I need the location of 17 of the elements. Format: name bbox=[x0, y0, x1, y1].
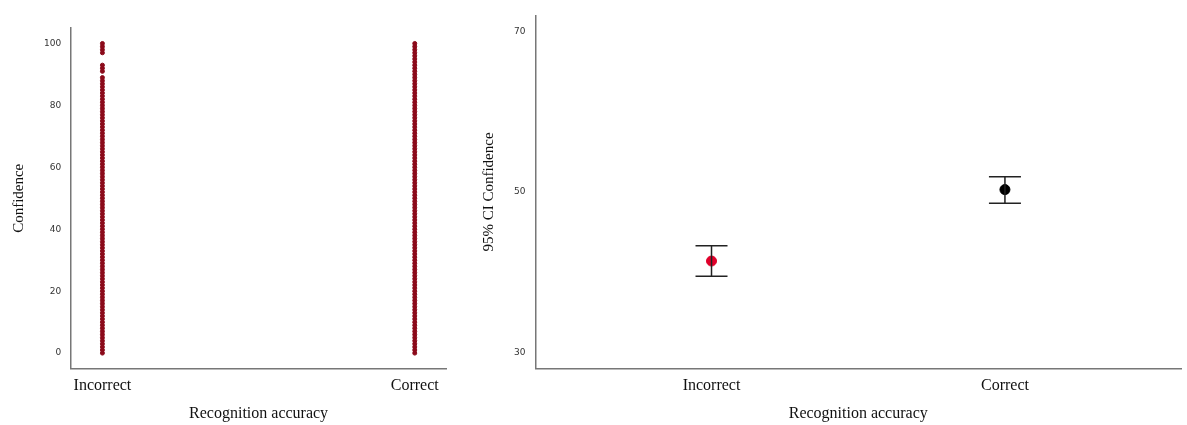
x-axis-title: Recognition accuracy bbox=[189, 403, 329, 422]
y-tick-label: 30 bbox=[514, 346, 526, 357]
x-tick-label: Correct bbox=[390, 376, 440, 394]
y-tick-label: 70 bbox=[514, 25, 526, 36]
y-tick-label: 50 bbox=[514, 186, 526, 197]
y-tick-label: 0 bbox=[55, 347, 62, 358]
x-tick-label: Incorrect bbox=[682, 376, 741, 394]
x-axis-title: Recognition accuracy bbox=[788, 403, 928, 422]
y-tick-label: 20 bbox=[49, 285, 62, 296]
y-axis-title: 95% CI Confidence bbox=[479, 132, 496, 252]
x-tick-label: Incorrect bbox=[73, 376, 132, 394]
y-axis-title: Confidence bbox=[9, 163, 26, 233]
y-tick-label: 80 bbox=[49, 99, 62, 110]
x-tick-label: Correct bbox=[980, 376, 1030, 394]
y-tick-label: 100 bbox=[43, 37, 62, 48]
y-tick-label: 60 bbox=[49, 161, 62, 172]
y-tick-label: 40 bbox=[49, 223, 62, 234]
